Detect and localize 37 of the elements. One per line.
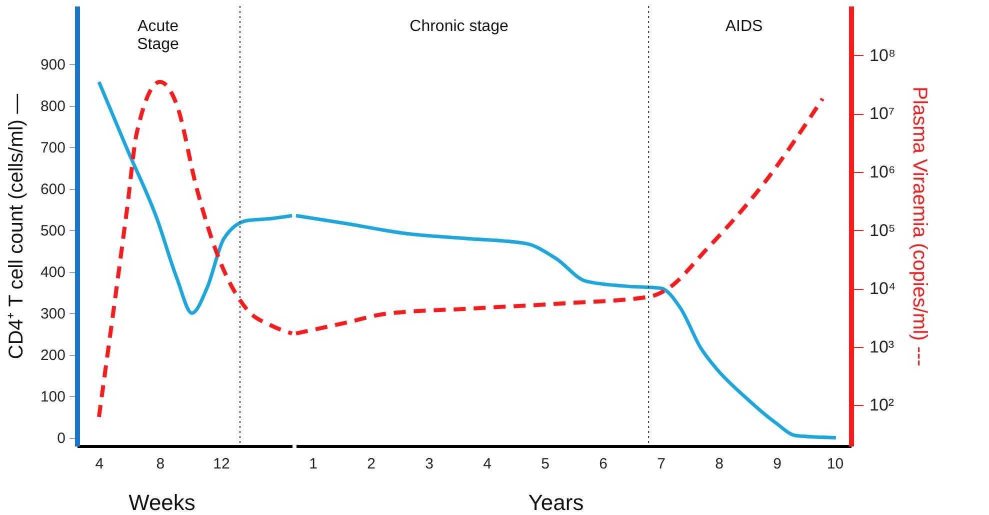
y-tick-label: 700 xyxy=(40,140,66,157)
x-tick-label: 7 xyxy=(657,456,666,472)
annotation: Acute Stage xyxy=(137,18,180,53)
y2-axis-title: Plasma Viraemia (copies/ml) --- xyxy=(908,86,931,366)
y2-tick-label: 10⁶ xyxy=(870,162,896,182)
y-axis-title: CD4⁺ T cell count (cells/ml) — xyxy=(5,94,28,360)
text: Years xyxy=(528,490,584,515)
x-tick-label: 10 xyxy=(826,456,844,472)
x-tick-label: 6 xyxy=(599,456,608,472)
y2-tick-label: 10⁴ xyxy=(870,279,896,298)
y2-tick-label: 10⁵ xyxy=(870,220,896,240)
x-tick-label: 4 xyxy=(483,456,492,472)
y-tick-label: 200 xyxy=(40,347,66,364)
x-tick-label: 9 xyxy=(773,456,782,472)
y-tick-label: 0 xyxy=(57,430,66,448)
x-tick-label: 8 xyxy=(156,456,165,472)
x-tick-label: 5 xyxy=(541,456,550,472)
y-tick-label: 900 xyxy=(40,56,66,74)
annotation: Chronic stage xyxy=(410,18,508,35)
y2-tick-label: 10⁷ xyxy=(870,104,895,124)
y-tick-label: 300 xyxy=(40,306,66,323)
y2-tick-label: 10² xyxy=(870,396,894,415)
text: Weeks xyxy=(128,490,196,515)
y-tick-label: 500 xyxy=(40,222,66,240)
y2-tick-label: 10⁸ xyxy=(870,46,896,65)
x-tick-label: 1 xyxy=(309,456,318,472)
y-tick-label: 600 xyxy=(40,181,66,198)
x-tick-label: 2 xyxy=(367,456,376,472)
x-tick-label: 3 xyxy=(425,456,434,472)
y-tick-label: 800 xyxy=(40,98,66,116)
y2-tick-label: 10³ xyxy=(870,337,894,356)
annotation: AIDS xyxy=(725,18,763,35)
x-tick-label: 8 xyxy=(715,456,724,472)
x-tick-label: 4 xyxy=(95,456,104,472)
y-tick-label: 400 xyxy=(40,264,66,282)
y-tick-label: 100 xyxy=(40,388,66,406)
x-tick-label: 12 xyxy=(213,456,230,472)
